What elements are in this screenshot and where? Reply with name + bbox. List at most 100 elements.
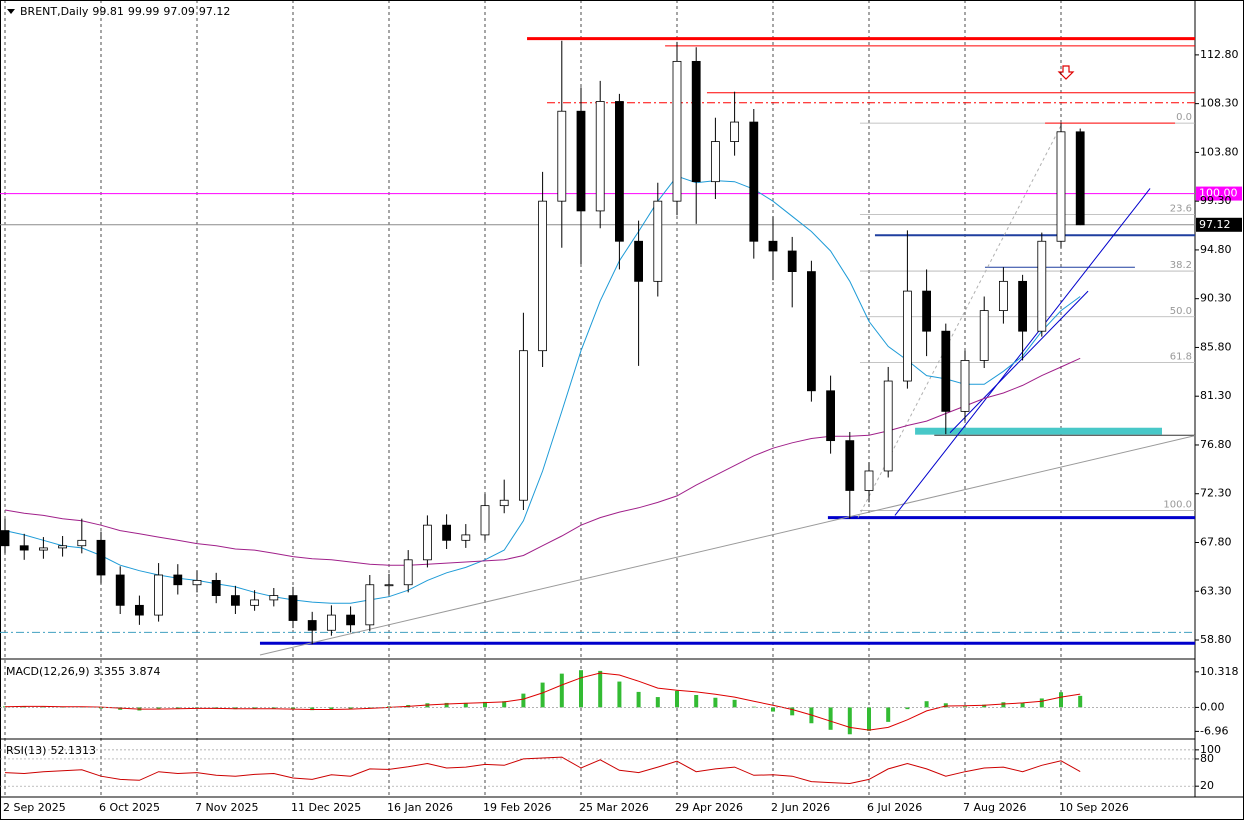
candle-body — [422, 524, 432, 561]
header-value: 52.1313 — [50, 744, 96, 757]
x-tick-label: 2 Sep 2025 — [3, 801, 66, 814]
macd-bar — [521, 693, 526, 708]
panel-header: BRENT,Daily 99.81 99.99 97.09 97.12 — [20, 5, 230, 18]
y-tick-label: 20 — [1200, 779, 1214, 792]
x-tick-label: 10 Sep 2026 — [1059, 801, 1129, 814]
fib-label: 100.0 — [1163, 499, 1192, 510]
y-tick-label: 81.30 — [1200, 389, 1232, 402]
candle-body — [864, 470, 874, 491]
candle-body — [442, 524, 452, 541]
x-tick-label: 7 Aug 2026 — [963, 801, 1026, 814]
candle-body — [19, 545, 29, 551]
fib-label: 38.2 — [1170, 260, 1192, 271]
y-tick-label: 99.30 — [1200, 194, 1232, 207]
trendline — [259, 435, 1196, 656]
y-tick-label: 94.80 — [1200, 243, 1232, 256]
macd-bar — [1039, 698, 1044, 708]
x-tick-label: 6 Jul 2026 — [867, 801, 922, 814]
macd-bar — [1059, 692, 1063, 708]
fib-label: 61.8 — [1170, 352, 1192, 363]
macd-bar — [387, 706, 391, 708]
candle-body — [595, 101, 605, 212]
candle-body — [173, 574, 183, 586]
candle-body — [787, 250, 797, 272]
y-tick-label: 103.80 — [1200, 145, 1239, 158]
macd-bar — [118, 707, 123, 710]
candle-body — [883, 380, 893, 472]
candle-body — [154, 574, 164, 616]
macd-bar — [579, 670, 583, 708]
x-tick-label: 16 Jan 2026 — [387, 801, 453, 814]
candle-body — [1037, 240, 1047, 332]
header-value: 3.874 — [129, 665, 161, 678]
macd-bar — [828, 707, 833, 730]
candle-body — [211, 580, 221, 596]
moving-average — [4, 175, 1081, 604]
price-tag-label: 97.12 — [1199, 218, 1231, 231]
x-tick-label: 7 Nov 2025 — [195, 801, 258, 814]
candle-body — [134, 604, 144, 616]
macd-bar — [886, 707, 891, 722]
moving-average — [4, 357, 1081, 566]
candle-body — [711, 141, 720, 183]
macd-bar — [963, 706, 967, 708]
candle-body — [39, 547, 48, 551]
macd-bar — [60, 707, 65, 708]
y-tick-label: 10.318 — [1200, 665, 1239, 678]
macd-bar — [1078, 695, 1083, 708]
candle-body — [1075, 131, 1085, 226]
candle-body — [557, 110, 567, 202]
macd-bar — [1001, 702, 1006, 708]
macd-bar — [943, 703, 948, 708]
arrow-icon — [1057, 65, 1075, 80]
header-value: 99.81 — [92, 5, 124, 18]
candle-body — [461, 534, 471, 541]
candle-body — [288, 595, 298, 621]
macd-bar — [444, 702, 449, 708]
macd-bar — [617, 681, 622, 708]
candle-body — [365, 584, 375, 626]
y-tick-label: 112.80 — [1200, 48, 1239, 61]
x-tick-label: 29 Apr 2026 — [675, 801, 743, 814]
candle-body — [250, 599, 260, 606]
candle-body — [691, 60, 701, 183]
candle-body — [922, 290, 931, 332]
price-tag — [1196, 186, 1242, 201]
candle-body — [941, 330, 951, 412]
candle-body — [634, 240, 643, 282]
candle-body — [519, 350, 528, 501]
macd-bar — [233, 707, 238, 710]
candle-body — [1018, 280, 1027, 332]
header-value: 3.355 — [94, 665, 126, 678]
macd-bar — [713, 697, 718, 708]
fib-label: 50.0 — [1170, 306, 1192, 317]
x-tick-label: 25 Mar 2026 — [579, 801, 649, 814]
indicator-title: MACD(12,26,9) — [6, 665, 90, 678]
y-tick-label: 72.30 — [1200, 487, 1232, 500]
y-tick-label: 67.80 — [1200, 535, 1232, 548]
indicator-title: BRENT,Daily — [20, 5, 89, 18]
macd-bar — [540, 682, 545, 708]
macd-bar — [252, 707, 257, 709]
candle-body — [903, 290, 912, 382]
candle-body — [192, 580, 202, 586]
price-tag-label: 100.00 — [1199, 187, 1238, 200]
sell-arrow — [1057, 65, 1075, 80]
macd-bar — [3, 706, 7, 708]
macd-bar — [99, 707, 103, 709]
header-value: 99.99 — [128, 5, 160, 18]
candle-body — [346, 614, 356, 626]
candle-body — [768, 240, 778, 252]
macd-bar — [463, 702, 468, 708]
y-tick-label: 80 — [1200, 752, 1214, 765]
candle-body — [77, 539, 87, 547]
candle-body — [384, 584, 394, 587]
macd-bar — [310, 707, 315, 711]
header-value: 97.12 — [199, 5, 231, 18]
y-tick-label: 85.80 — [1200, 340, 1232, 353]
x-tick-label: 19 Feb 2026 — [483, 801, 551, 814]
candle-body — [999, 280, 1008, 312]
price-tag — [1196, 217, 1242, 232]
candle-body — [960, 360, 970, 412]
